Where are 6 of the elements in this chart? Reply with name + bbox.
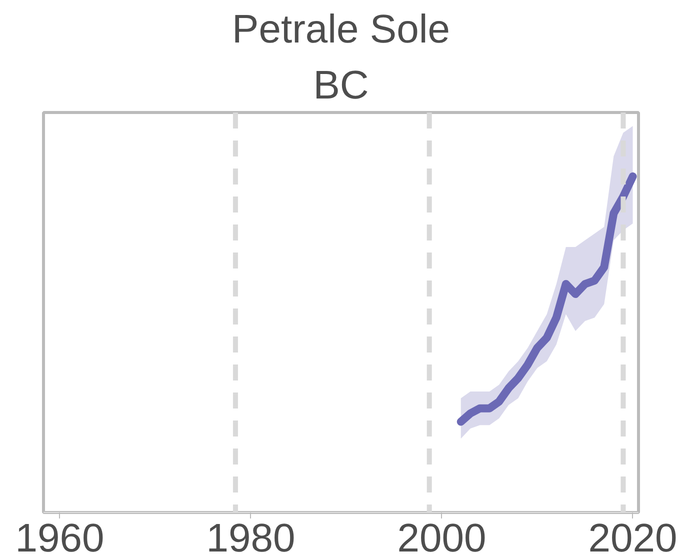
x-tick-label: 1980 xyxy=(206,516,296,554)
chart-subtitle: BC xyxy=(313,64,369,108)
x-tick-label: 2000 xyxy=(397,516,486,554)
x-tick-label: 1960 xyxy=(15,516,104,554)
chart-title: Petrale Sole xyxy=(232,8,450,52)
x-tick-label: 2020 xyxy=(588,516,678,554)
